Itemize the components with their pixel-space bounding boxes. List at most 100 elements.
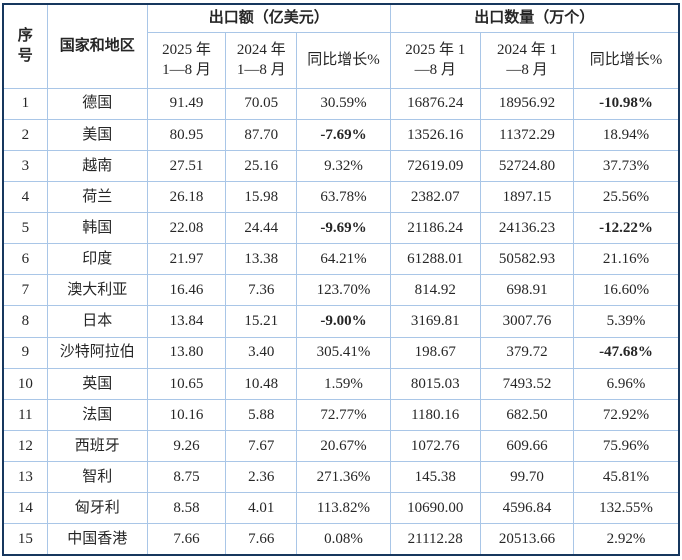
value-growth-cell: 30.59% [296, 87, 391, 120]
table-row: 13 智利 8.75 2.36 271.36% 145.38 99.70 45.81% [2, 460, 680, 494]
table-row: 1 德国 91.49 70.05 30.59% 16876.24 18956.92 -10.9… [2, 87, 680, 120]
qty-2024-cell: 24136.23 [479, 211, 575, 245]
table-header: 序 号 国家和地区 出口额（亿美元） 出口数量（万个） 2025 年 1—8 月… [2, 3, 680, 89]
country-cell: 澳大利亚 [46, 274, 148, 307]
table-row: 8 日本 13.84 15.21 -9.00% 3169.81 3007.76 5.39% [2, 305, 680, 338]
serial-cell: 3 [2, 149, 48, 182]
qty-2024-cell: 99.70 [479, 460, 575, 494]
country-cell: 日本 [46, 305, 148, 338]
value-2024-cell: 15.21 [225, 305, 298, 338]
value-2024-cell: 2.36 [225, 460, 298, 494]
qty-2024-cell: 11372.29 [479, 118, 575, 151]
value-2025-cell: 27.51 [146, 149, 227, 182]
qty-2025-cell: 145.38 [389, 460, 481, 494]
table-row: 5 韩国 22.08 24.44 -9.69% 21186.24 24136.23 -12.2… [2, 211, 680, 245]
country-cell: 中国香港 [46, 523, 148, 556]
header-value-2025: 2025 年 1—8 月 [146, 31, 227, 89]
serial-cell: 4 [2, 180, 48, 214]
header-qty-2025: 2025 年 1 —8 月 [389, 31, 481, 89]
qty-growth-cell: 16.60% [573, 274, 680, 307]
qty-growth-cell: 75.96% [573, 429, 680, 463]
qty-2025-cell: 10690.00 [389, 492, 481, 525]
country-cell: 法国 [46, 398, 148, 431]
header-qty-2024: 2024 年 1 —8 月 [479, 31, 575, 89]
qty-2025-cell: 13526.16 [389, 118, 481, 151]
serial-cell: 15 [2, 523, 48, 556]
qty-2024-cell: 50582.93 [479, 243, 575, 276]
value-2024-cell: 3.40 [225, 336, 298, 369]
value-growth-cell: -7.69% [296, 118, 391, 151]
qty-2025-cell: 3169.81 [389, 305, 481, 338]
table-row: 7 澳大利亚 16.46 7.36 123.70% 814.92 698.91 16.60% [2, 274, 680, 307]
qty-growth-cell: 72.92% [573, 398, 680, 431]
qty-2025-cell: 21186.24 [389, 211, 481, 245]
table-row: 14 匈牙利 8.58 4.01 113.82% 10690.00 4596.84 132.5… [2, 492, 680, 525]
qty-growth-cell: 5.39% [573, 305, 680, 338]
serial-cell: 2 [2, 118, 48, 151]
value-2024-cell: 25.16 [225, 149, 298, 182]
country-cell: 越南 [46, 149, 148, 182]
value-2024-cell: 7.67 [225, 429, 298, 463]
country-cell: 美国 [46, 118, 148, 151]
serial-cell: 9 [2, 336, 48, 369]
value-2024-cell: 70.05 [225, 87, 298, 120]
country-cell: 匈牙利 [46, 492, 148, 525]
qty-growth-cell: 18.94% [573, 118, 680, 151]
value-growth-cell: 113.82% [296, 492, 391, 525]
country-cell: 韩国 [46, 211, 148, 245]
value-growth-cell: 64.21% [296, 243, 391, 276]
table-row: 2 美国 80.95 87.70 -7.69% 13526.16 11372.29 18.94… [2, 118, 680, 151]
serial-cell: 6 [2, 243, 48, 276]
qty-growth-cell: 2.92% [573, 523, 680, 556]
serial-cell: 8 [2, 305, 48, 338]
table-row: 6 印度 21.97 13.38 64.21% 61288.01 50582.93 21.16… [2, 243, 680, 276]
table-body: 1 德国 91.49 70.05 30.59% 16876.24 18956.92 -10.9… [2, 87, 680, 556]
qty-growth-cell: -47.68% [573, 336, 680, 369]
value-2024-cell: 24.44 [225, 211, 298, 245]
value-2024-cell: 7.36 [225, 274, 298, 307]
qty-2024-cell: 7493.52 [479, 367, 575, 400]
qty-growth-cell: -12.22% [573, 211, 680, 245]
country-cell: 德国 [46, 87, 148, 120]
qty-2025-cell: 61288.01 [389, 243, 481, 276]
value-growth-cell: 271.36% [296, 460, 391, 494]
table-row: 9 沙特阿拉伯 13.80 3.40 305.41% 198.67 379.72 -47.68… [2, 336, 680, 369]
table-row: 4 荷兰 26.18 15.98 63.78% 2382.07 1897.15 25.56% [2, 180, 680, 214]
serial-cell: 11 [2, 398, 48, 431]
qty-2024-cell: 52724.80 [479, 149, 575, 182]
header-group-export-value: 出口额（亿美元） [146, 3, 391, 33]
value-2025-cell: 8.75 [146, 460, 227, 494]
value-growth-cell: 9.32% [296, 149, 391, 182]
qty-2024-cell: 682.50 [479, 398, 575, 431]
qty-growth-cell: 25.56% [573, 180, 680, 214]
value-growth-cell: 72.77% [296, 398, 391, 431]
value-growth-cell: 63.78% [296, 180, 391, 214]
qty-2024-cell: 20513.66 [479, 523, 575, 556]
header-value-growth: 同比增长% [296, 31, 391, 89]
qty-2024-cell: 18956.92 [479, 87, 575, 120]
country-cell: 智利 [46, 460, 148, 494]
export-data-table: 序 号 国家和地区 出口额（亿美元） 出口数量（万个） 2025 年 1—8 月… [2, 3, 680, 556]
header-row-groups: 序 号 国家和地区 出口额（亿美元） 出口数量（万个） [2, 3, 680, 89]
qty-2024-cell: 4596.84 [479, 492, 575, 525]
header-country: 国家和地区 [46, 3, 148, 89]
qty-2024-cell: 379.72 [479, 336, 575, 369]
serial-cell: 7 [2, 274, 48, 307]
value-2025-cell: 21.97 [146, 243, 227, 276]
country-cell: 西班牙 [46, 429, 148, 463]
value-growth-cell: 305.41% [296, 336, 391, 369]
header-qty-growth: 同比增长% [573, 31, 680, 89]
qty-2025-cell: 16876.24 [389, 87, 481, 120]
header-value-2024: 2024 年 1—8 月 [225, 31, 298, 89]
qty-2025-cell: 198.67 [389, 336, 481, 369]
value-2025-cell: 22.08 [146, 211, 227, 245]
table-row: 11 法国 10.16 5.88 72.77% 1180.16 682.50 72.92% [2, 398, 680, 431]
value-2025-cell: 10.16 [146, 398, 227, 431]
table-row: 10 英国 10.65 10.48 1.59% 8015.03 7493.52 6.96% [2, 367, 680, 400]
value-growth-cell: 1.59% [296, 367, 391, 400]
qty-growth-cell: 45.81% [573, 460, 680, 494]
qty-2025-cell: 21112.28 [389, 523, 481, 556]
table-row: 3 越南 27.51 25.16 9.32% 72619.09 52724.80 37.73% [2, 149, 680, 182]
value-2024-cell: 4.01 [225, 492, 298, 525]
